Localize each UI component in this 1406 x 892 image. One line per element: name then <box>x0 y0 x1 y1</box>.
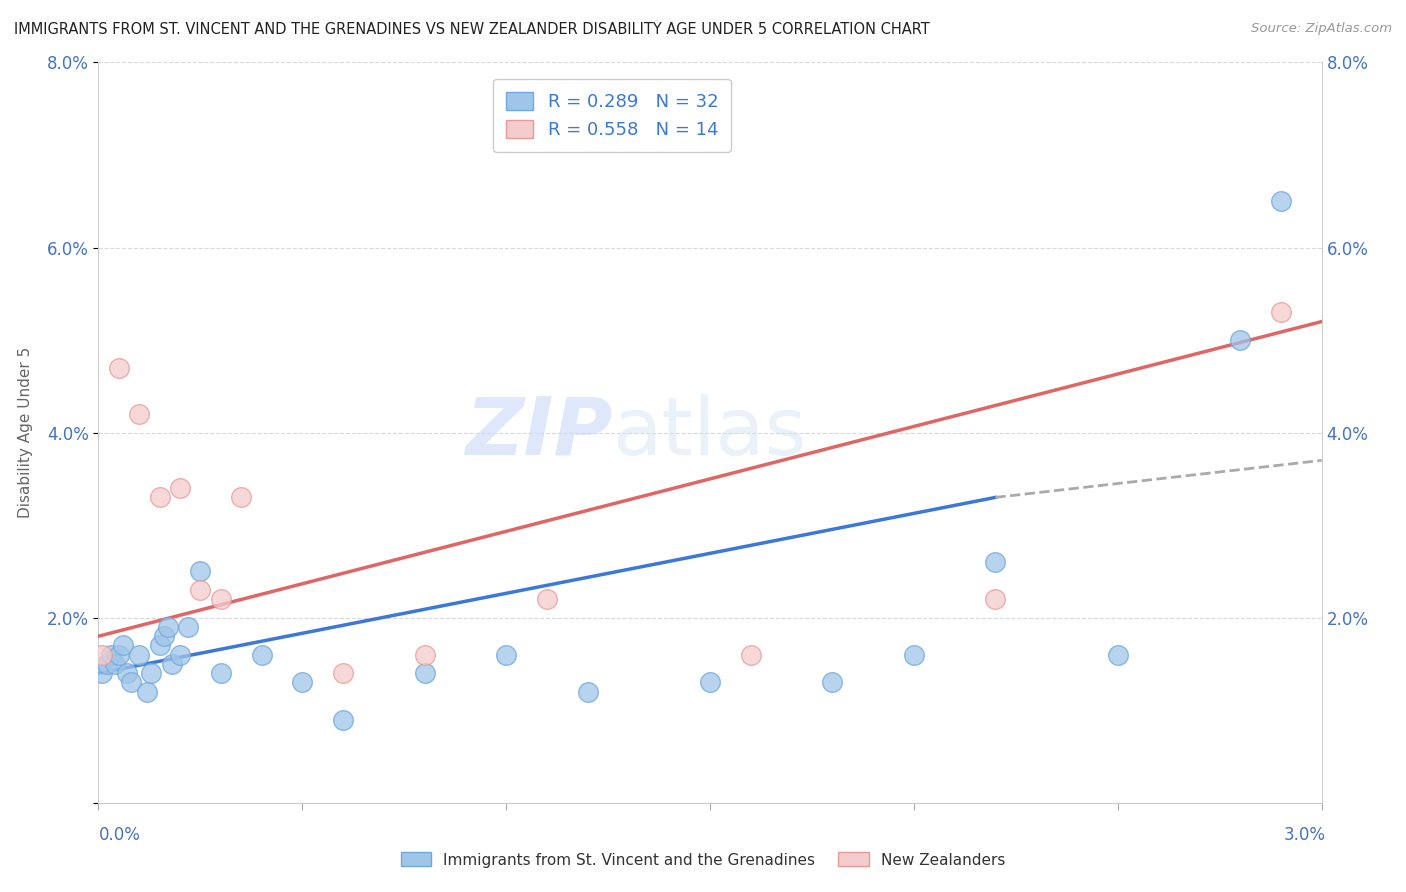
Point <box>91 648 114 662</box>
Text: ZIP: ZIP <box>465 393 612 472</box>
Point <box>332 713 354 727</box>
Point <box>177 620 200 634</box>
Point <box>100 648 122 662</box>
Point <box>104 657 127 671</box>
Point <box>1270 305 1292 319</box>
Point <box>136 685 159 699</box>
Point <box>291 675 314 690</box>
Point <box>96 657 118 671</box>
Point <box>108 360 131 375</box>
Point <box>188 565 212 579</box>
Point <box>169 648 191 662</box>
Point <box>332 666 354 681</box>
Point <box>141 666 163 681</box>
Point <box>149 639 172 653</box>
Point <box>536 592 558 607</box>
Point <box>115 666 138 681</box>
Text: Source: ZipAtlas.com: Source: ZipAtlas.com <box>1251 22 1392 36</box>
Y-axis label: Disability Age Under 5: Disability Age Under 5 <box>18 347 32 518</box>
Point <box>152 629 174 643</box>
Point <box>576 685 599 699</box>
Point <box>903 648 925 662</box>
Text: atlas: atlas <box>612 393 807 472</box>
Point <box>156 620 179 634</box>
Point <box>984 592 1007 607</box>
Point <box>699 675 721 690</box>
Text: 3.0%: 3.0% <box>1284 826 1326 844</box>
Point <box>1270 194 1292 209</box>
Point <box>740 648 762 662</box>
Point <box>1229 333 1251 347</box>
Point <box>188 582 212 597</box>
Point <box>984 555 1007 569</box>
Point <box>149 491 172 505</box>
Point <box>169 481 191 495</box>
Point <box>209 666 232 681</box>
Point <box>120 675 142 690</box>
Point <box>128 407 150 421</box>
Point <box>160 657 183 671</box>
Legend: R = 0.289   N = 32, R = 0.558   N = 14: R = 0.289 N = 32, R = 0.558 N = 14 <box>494 78 731 152</box>
Point <box>250 648 273 662</box>
Point <box>1107 648 1129 662</box>
Point <box>108 648 131 662</box>
Text: 0.0%: 0.0% <box>98 826 141 844</box>
Point <box>128 648 150 662</box>
Point <box>231 491 253 505</box>
Point <box>821 675 844 690</box>
Point <box>495 648 517 662</box>
Text: IMMIGRANTS FROM ST. VINCENT AND THE GRENADINES VS NEW ZEALANDER DISABILITY AGE U: IMMIGRANTS FROM ST. VINCENT AND THE GREN… <box>14 22 929 37</box>
Legend: Immigrants from St. Vincent and the Grenadines, New Zealanders: Immigrants from St. Vincent and the Gren… <box>395 847 1011 873</box>
Point <box>209 592 232 607</box>
Point <box>413 666 436 681</box>
Point <box>111 639 134 653</box>
Point <box>91 666 114 681</box>
Point <box>413 648 436 662</box>
